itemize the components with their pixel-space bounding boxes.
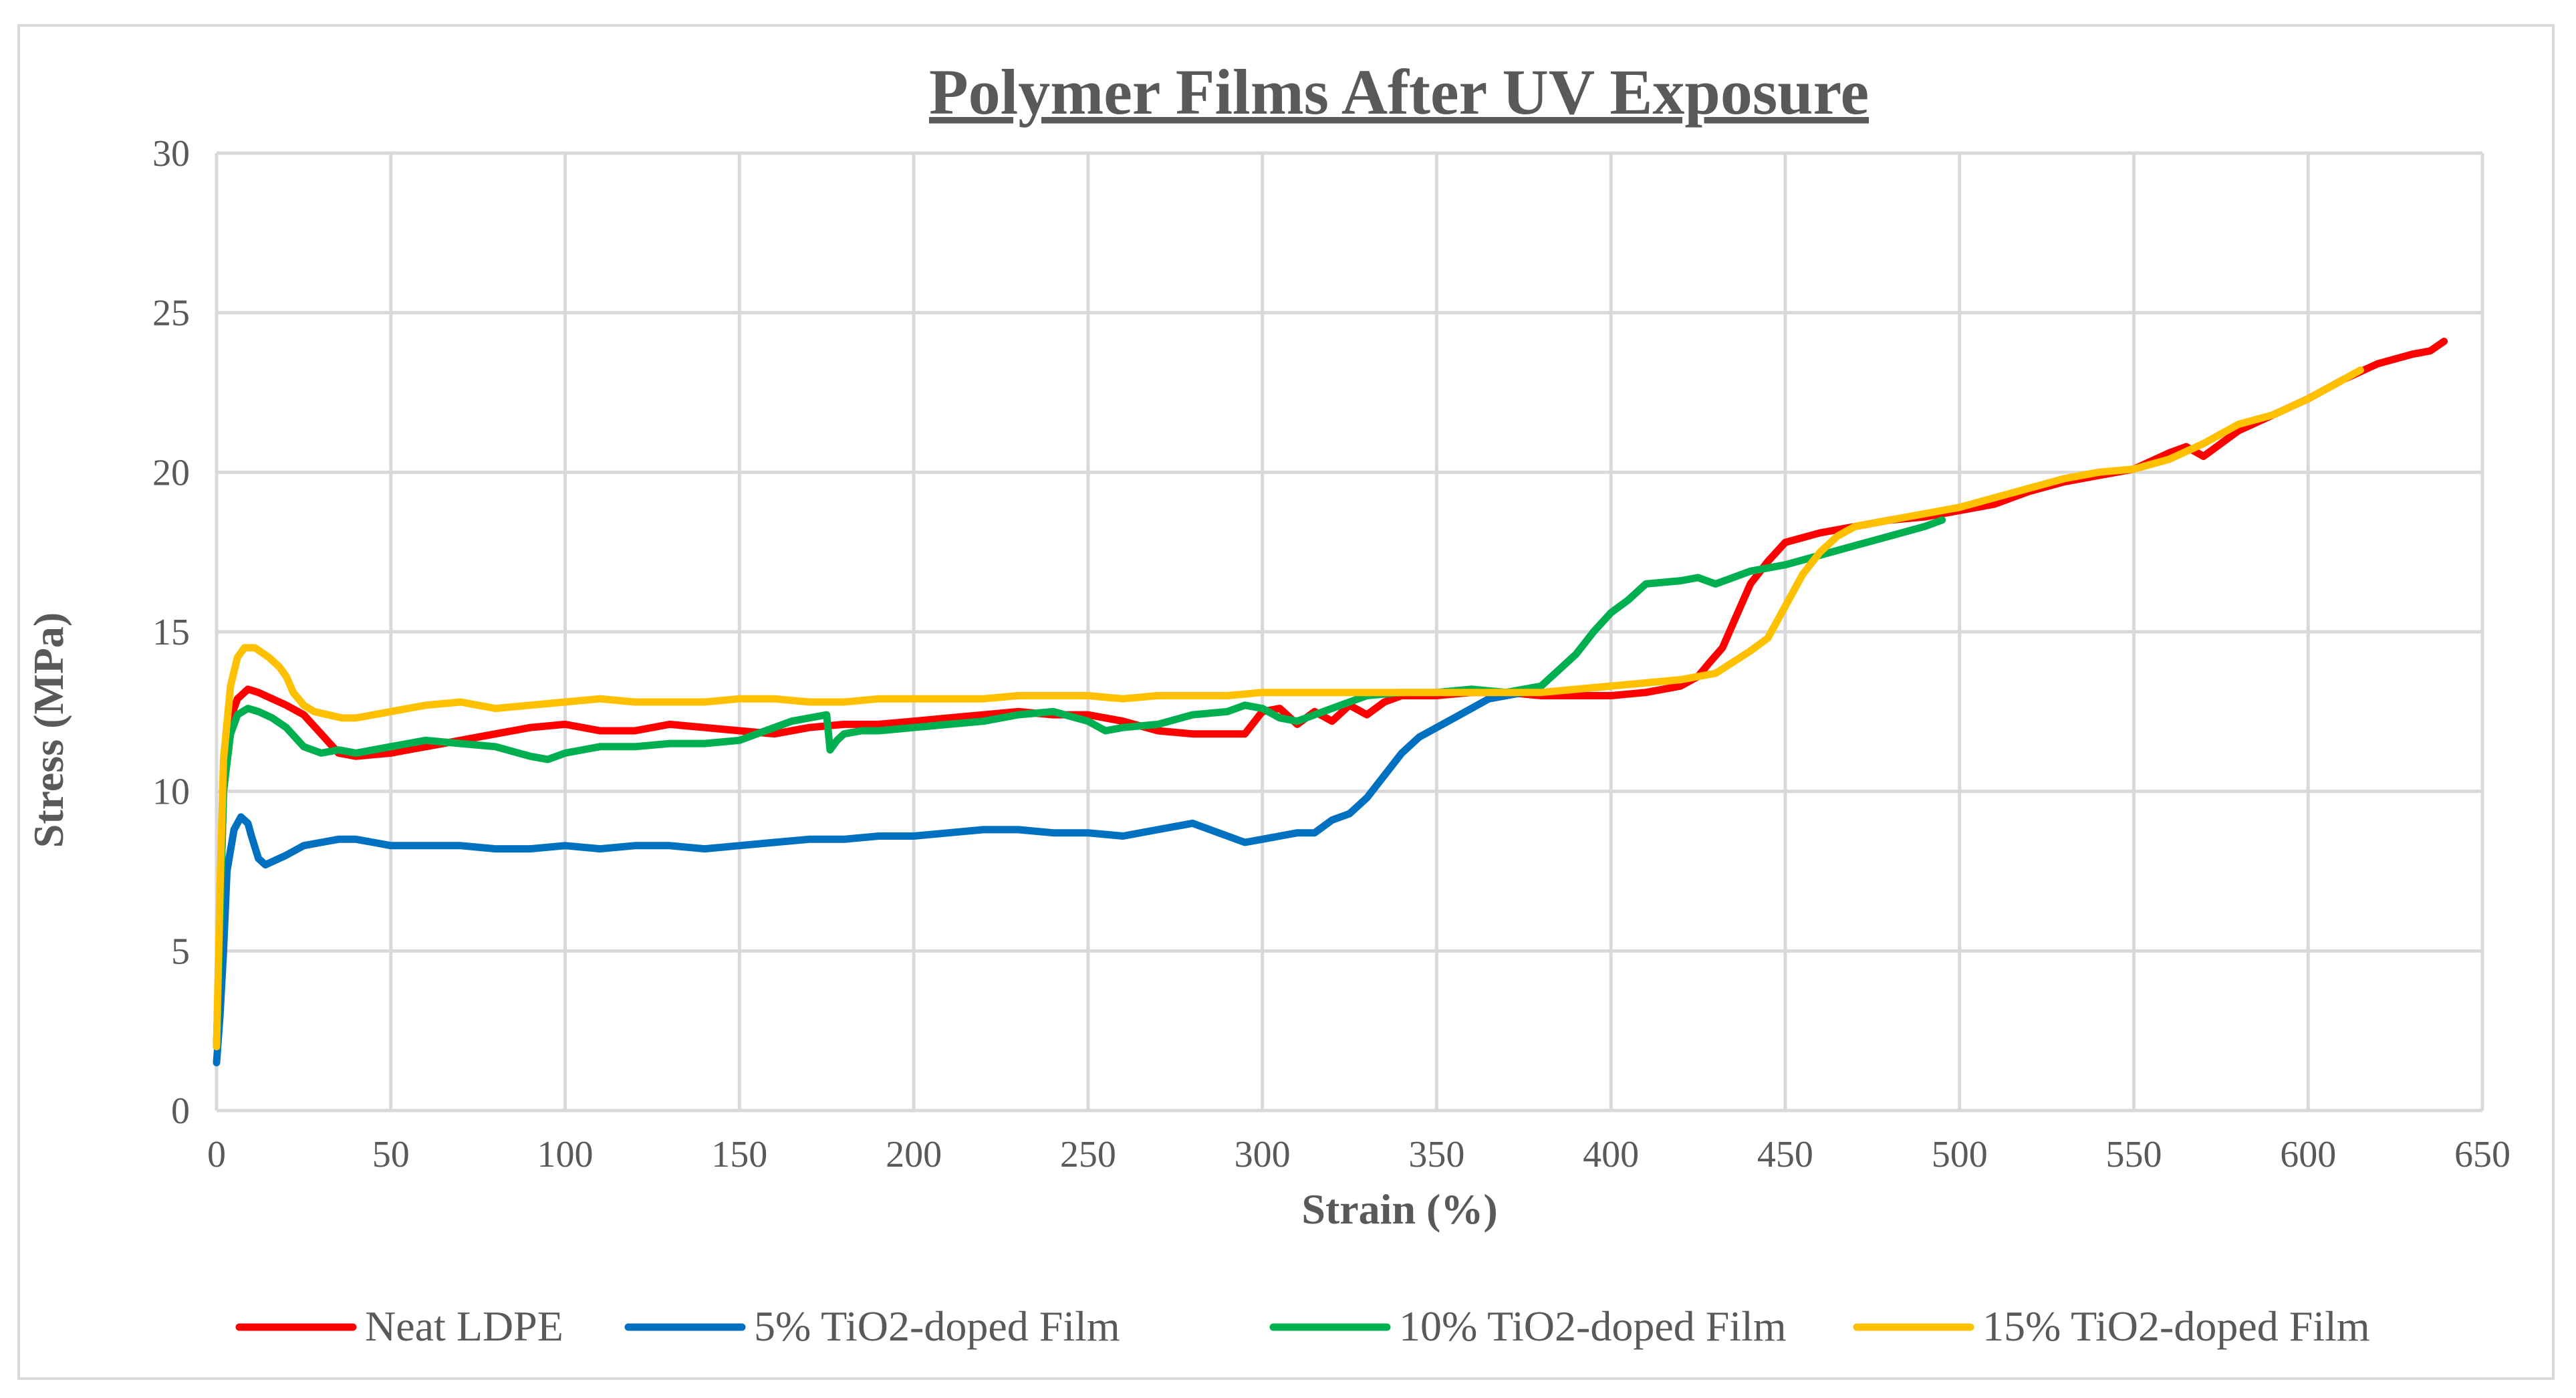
y-axis-title: Stress (MPa)	[25, 612, 72, 848]
legend-label-1: Neat LDPE	[365, 1302, 563, 1350]
legend-label-2: 5% TiO2-doped Film	[754, 1302, 1120, 1350]
x-tick-label: 450	[1757, 1134, 1813, 1175]
series-lines	[213, 338, 2448, 1066]
chart-frame: Polymer Films After UV Exposure 0 5 10 15 20…	[17, 24, 2555, 1380]
x-tick-label: 0	[207, 1134, 226, 1175]
x-tick-label: 350	[1408, 1134, 1464, 1175]
y-tick-label: 0	[171, 1090, 190, 1132]
series-line-3	[213, 516, 1946, 1050]
y-tick-label: 10	[152, 772, 190, 813]
x-tick-label: 550	[2105, 1134, 2162, 1175]
x-tick-label: 200	[886, 1134, 942, 1175]
x-tick-label: 400	[1583, 1134, 1639, 1175]
y-tick-label: 25	[152, 293, 190, 334]
gridlines	[215, 151, 2484, 1113]
series-line-4	[213, 366, 2364, 1050]
chart-title: Polymer Films After UV Exposure	[929, 56, 1869, 128]
y-tick-label: 15	[152, 612, 190, 653]
legend-label-3: 10% TiO2-doped Film	[1399, 1302, 1787, 1350]
x-axis-title: Strain (%)	[1301, 1185, 1497, 1233]
legend: Neat LDPE 5% TiO2-doped Film 10% TiO2-dope…	[235, 1302, 2370, 1350]
x-tick-label: 100	[537, 1134, 594, 1175]
x-tick-label: 650	[2454, 1134, 2510, 1175]
y-tick-label: 5	[171, 931, 190, 972]
x-tick-label: 600	[2280, 1134, 2336, 1175]
y-tick-label: 30	[152, 133, 190, 174]
x-tick-label: 300	[1235, 1134, 1291, 1175]
y-tick-labels: 0 5 10 15 20 25 30	[152, 133, 190, 1132]
x-tick-label: 250	[1060, 1134, 1116, 1175]
x-tick-label: 50	[372, 1134, 410, 1175]
y-tick-label: 20	[152, 452, 190, 493]
legend-label-4: 15% TiO2-doped Film	[1982, 1302, 2370, 1350]
x-tick-labels: 0 50 100 150 200 250 300 350 400 450 500 550 600 650	[207, 1134, 2510, 1175]
chart: Polymer Films After UV Exposure 0 5 10 15 20…	[25, 56, 2510, 1350]
series-line-2	[213, 689, 1528, 1066]
x-tick-label: 150	[711, 1134, 767, 1175]
x-tick-label: 500	[1932, 1134, 1988, 1175]
